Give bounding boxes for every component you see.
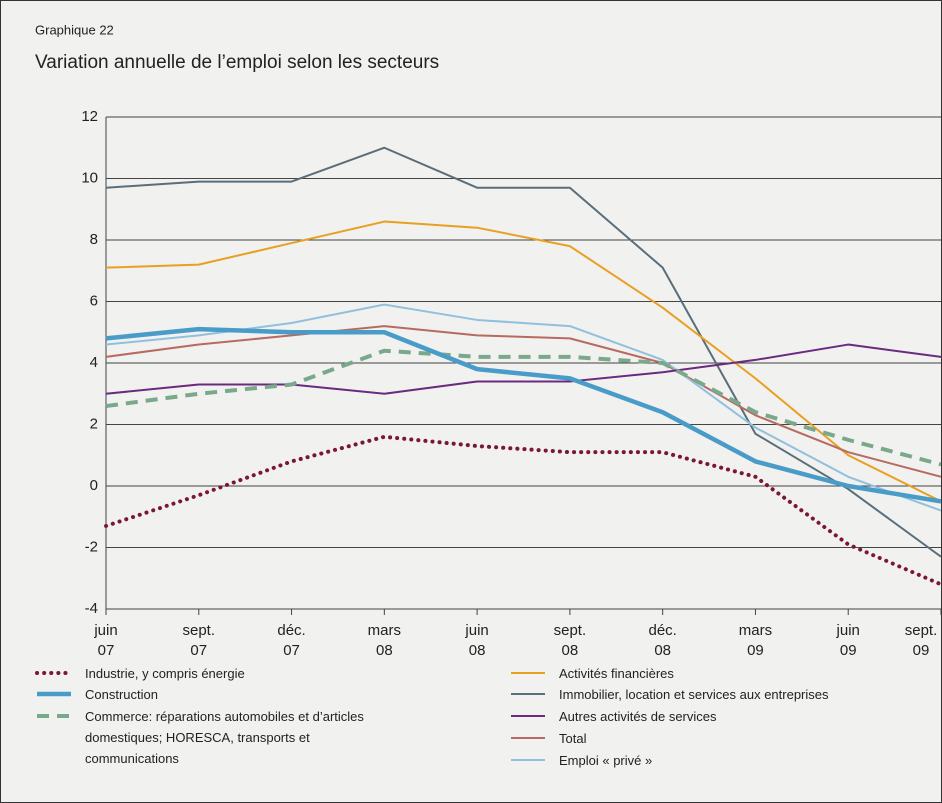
legend-label: Commerce: réparations automobiles et d’a… xyxy=(85,709,364,766)
x-tick-label: juin 07 xyxy=(93,622,117,659)
legend-swatch xyxy=(511,715,545,717)
y-tick-label: -4 xyxy=(85,600,98,617)
series-line xyxy=(105,343,941,395)
x-tick-label: déc. 08 xyxy=(648,622,676,659)
legend-item: Activités financières xyxy=(509,663,889,684)
series-line xyxy=(105,146,941,558)
legend-label: Activités financières xyxy=(559,666,674,681)
legend-swatch xyxy=(511,737,545,739)
legend-label: Emploi « privé » xyxy=(559,753,653,768)
legend-item: Industrie, y compris énergie xyxy=(35,663,415,684)
x-tick-label: mars 08 xyxy=(368,622,401,659)
x-tick-label: sept. 08 xyxy=(554,622,587,659)
legend-item: Total xyxy=(509,728,889,749)
y-tick-label: 2 xyxy=(90,415,98,432)
x-tick-label: juin 09 xyxy=(836,622,860,659)
legend-item: Construction xyxy=(35,684,415,705)
legend-label: Total xyxy=(559,731,587,746)
legend-swatch xyxy=(37,691,71,697)
legend-label: Autres activités de services xyxy=(559,709,717,724)
y-tick-label: -2 xyxy=(85,538,98,555)
series-line xyxy=(105,325,941,478)
series-line xyxy=(104,434,941,587)
y-tick-label: 10 xyxy=(81,169,98,186)
chart-title: Variation annuelle de l’emploi selon les… xyxy=(35,52,439,73)
y-tick-label: 8 xyxy=(90,231,98,248)
y-tick-label: 12 xyxy=(81,108,98,125)
x-tick-label: juin 08 xyxy=(464,622,488,659)
supertitle: Graphique 22 xyxy=(35,22,114,37)
legend-item: Immobilier, location et services aux ent… xyxy=(509,684,889,705)
legend-item: Emploi « privé » xyxy=(509,750,889,771)
legend-swatch xyxy=(511,693,545,695)
y-tick-label: 4 xyxy=(90,354,98,371)
series-line xyxy=(105,326,941,504)
legend-label: Immobilier, location et services aux ent… xyxy=(559,687,829,702)
legend-swatch xyxy=(511,672,545,674)
legend-item: Commerce: réparations automobiles et d’a… xyxy=(35,706,385,769)
legend-swatch xyxy=(35,671,73,675)
legend-label: Construction xyxy=(85,687,158,702)
y-tick-label: 6 xyxy=(90,292,98,309)
x-tick-label: mars 09 xyxy=(739,622,772,659)
legend-item: Autres activités de services xyxy=(509,706,889,727)
legend-swatch xyxy=(37,714,71,718)
y-tick-label: 0 xyxy=(90,477,98,494)
x-tick-label: sept. 09 xyxy=(905,622,938,659)
legend-label: Industrie, y compris énergie xyxy=(85,666,245,681)
x-tick-label: déc. 07 xyxy=(277,622,305,659)
legend-swatch xyxy=(511,759,545,761)
series-line xyxy=(105,220,941,503)
x-tick-label: sept. 07 xyxy=(183,622,216,659)
series-line xyxy=(105,348,941,467)
